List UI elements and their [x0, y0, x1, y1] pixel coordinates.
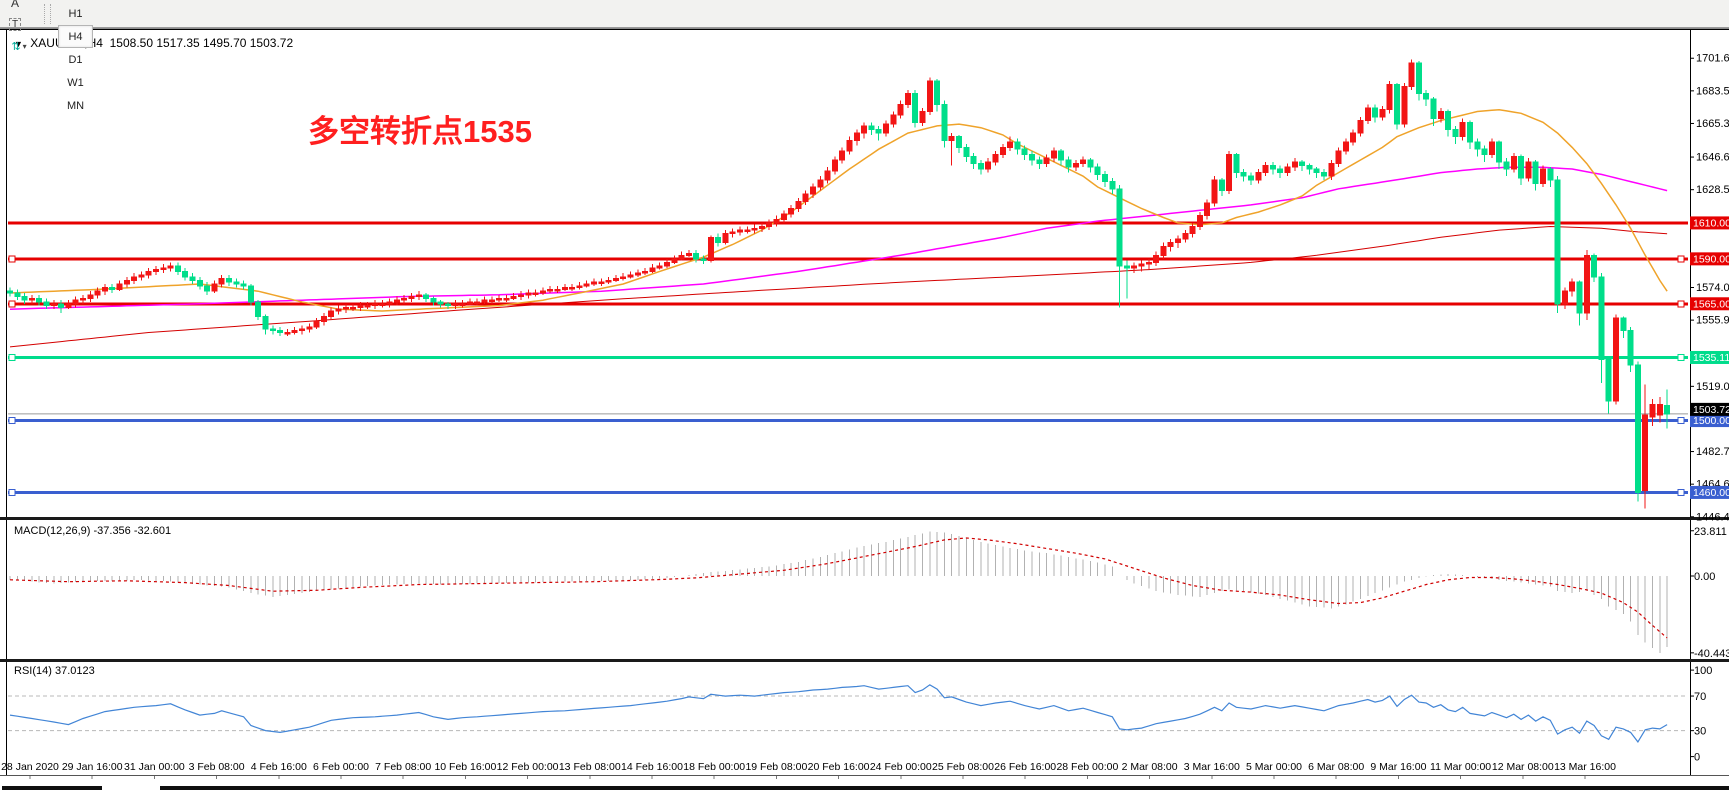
svg-text:70: 70 [1694, 691, 1706, 703]
price-axis[interactable]: 1701.65 1683.50 1665.35 1646.65 1628.50 1574.… [1690, 53, 1729, 524]
arrows-icon: ⇅ [11, 41, 21, 53]
horizontal-line-1460.00[interactable] [8, 488, 1688, 496]
time-label: 29 Jan 16:00 [62, 761, 123, 773]
svg-text:0: 0 [1694, 752, 1700, 764]
time-label: 3 Feb 08:00 [189, 761, 245, 773]
current-price-label [1690, 402, 1729, 416]
rsi-indicator-label: RSI(14) 37.0123 [14, 665, 95, 677]
rsi-value: 37.0123 [54, 665, 95, 677]
time-label: 9 Mar 16:00 [1370, 761, 1426, 773]
time-label: 2 Mar 08:00 [1122, 761, 1178, 773]
time-label: 26 Feb 16:00 [994, 761, 1056, 773]
svg-text:1610.00: 1610.00 [1693, 217, 1729, 229]
horizontal-line-1500.00[interactable] [8, 417, 1688, 425]
timeframe-mn-button[interactable]: MN [66, 99, 85, 112]
horizontal-line-1610.00[interactable] [8, 221, 1688, 225]
svg-text:-40.443: -40.443 [1694, 648, 1729, 660]
arrows-button[interactable]: ⇅ ▾ [2, 36, 36, 58]
line-tools-group: FAT⇅▾ [0, 0, 36, 58]
time-label: 28 Feb 00:00 [1056, 761, 1118, 773]
time-label: 5 Mar 00:00 [1246, 761, 1302, 773]
time-label: 20 Feb 16:00 [808, 761, 870, 773]
svg-text:1665.35: 1665.35 [1696, 118, 1729, 130]
macd-indicator-label: MACD(12,26,9) -37.356 -32.601 [14, 525, 171, 537]
svg-text:1535.11: 1535.11 [1693, 352, 1729, 364]
svg-text:1565.00: 1565.00 [1693, 298, 1729, 310]
rsi-name: RSI(14) [14, 665, 52, 677]
svg-text:1574.05: 1574.05 [1696, 282, 1729, 294]
chart-header[interactable]: ▼ XAUUSD-,H4 1508.50 1517.35 1495.70 150… [14, 36, 293, 50]
svg-text:100: 100 [1694, 665, 1712, 677]
svg-text:1628.50: 1628.50 [1696, 184, 1729, 196]
horizontal-line-1565.00[interactable] [8, 300, 1688, 308]
time-axis[interactable]: 28 Jan 2020 29 Jan 16:00 31 Jan 00:00 3 Feb… [1, 761, 1616, 779]
rsi-pane: 100 70 30 0 [8, 665, 1712, 764]
macd-pane: 23.811 0.00 -40.443 [9, 526, 1729, 660]
symbol-dropdown-icon[interactable]: ▼ [14, 39, 23, 49]
time-label: 13 Feb 08:00 [559, 761, 621, 773]
timeframe-d1-button[interactable]: D1 [68, 53, 83, 66]
dropdown-caret-icon[interactable]: ▾ [22, 42, 27, 51]
svg-text:1555.90: 1555.90 [1696, 315, 1729, 327]
svg-text:30: 30 [1694, 726, 1706, 738]
time-label: 13 Mar 16:00 [1554, 761, 1616, 773]
svg-text:1519.05: 1519.05 [1696, 381, 1729, 393]
ma-fast-orange-line [9, 108, 1668, 312]
ohlc-values: 1508.50 1517.35 1495.70 1503.72 [109, 36, 294, 50]
annotation-text[interactable]: 多空转折点1535 [308, 114, 532, 149]
svg-text:1446.45: 1446.45 [1696, 511, 1729, 523]
horizontal-line-1590.00[interactable] [8, 255, 1688, 263]
svg-text:1646.65: 1646.65 [1696, 152, 1729, 164]
time-label: 19 Feb 08:00 [745, 761, 807, 773]
text-a-icon: A [10, 0, 19, 10]
time-label: 4 Feb 16:00 [251, 761, 307, 773]
ma-slow-magenta-line [9, 166, 1668, 310]
time-label: 28 Jan 2020 [1, 761, 59, 773]
bottom-bar-right [160, 786, 1729, 790]
time-label: 11 Mar 00:00 [1430, 761, 1491, 773]
text-a-button[interactable]: A [2, 0, 28, 14]
time-label: 12 Feb 00:00 [497, 761, 559, 773]
time-label: 12 Mar 08:00 [1492, 761, 1554, 773]
candlestick-series [7, 59, 1671, 509]
svg-text:1460.00: 1460.00 [1693, 487, 1729, 499]
horizontal-lines [8, 221, 1688, 496]
macd-values: -37.356 -32.601 [93, 525, 172, 537]
macd-signal-line [9, 537, 1668, 639]
svg-text:0.00: 0.00 [1694, 571, 1715, 583]
svg-text:1500.00: 1500.00 [1693, 415, 1729, 427]
time-label: 7 Feb 08:00 [375, 761, 431, 773]
time-label: 10 Feb 16:00 [434, 761, 496, 773]
time-label: 18 Feb 00:00 [683, 761, 745, 773]
macd-name: MACD(12,26,9) [14, 525, 91, 537]
time-label: 24 Feb 00:00 [870, 761, 932, 773]
svg-text:1482.75: 1482.75 [1696, 446, 1729, 458]
text-label-button[interactable]: T [2, 14, 28, 36]
svg-text:1503.72: 1503.72 [1693, 404, 1729, 416]
bottom-bar-left [2, 786, 102, 790]
svg-text:1590.00: 1590.00 [1693, 253, 1729, 265]
toolbar-separator [44, 3, 51, 24]
timeframe-w1-button[interactable]: W1 [67, 76, 84, 89]
time-label: 6 Mar 08:00 [1308, 761, 1364, 773]
horizontal-line-1535.11[interactable] [8, 353, 1688, 361]
svg-text:23.811: 23.811 [1694, 526, 1727, 538]
timeframe-toolbar: M1M5M15M30H1H4D1W1MN [57, 0, 94, 117]
rsi-line [9, 684, 1668, 743]
time-label: 25 Feb 08:00 [932, 761, 994, 773]
time-label: 3 Mar 16:00 [1184, 761, 1240, 773]
chart-frame [0, 28, 1729, 776]
svg-text:1683.50: 1683.50 [1696, 85, 1729, 97]
timeframe-h1-button[interactable]: H1 [68, 7, 83, 20]
timeframe-h4-button[interactable]: H4 [58, 25, 93, 48]
ma-long-red-line [9, 225, 1668, 348]
time-label: 14 Feb 16:00 [621, 761, 683, 773]
svg-text:1701.65: 1701.65 [1696, 53, 1729, 65]
text-label-icon: T [8, 18, 22, 31]
time-label: 31 Jan 00:00 [124, 761, 185, 773]
time-label: 6 Feb 00:00 [313, 761, 369, 773]
toolbar: FAT⇅▾ M1M5M15M30H1H4D1W1MN [0, 0, 1729, 112]
